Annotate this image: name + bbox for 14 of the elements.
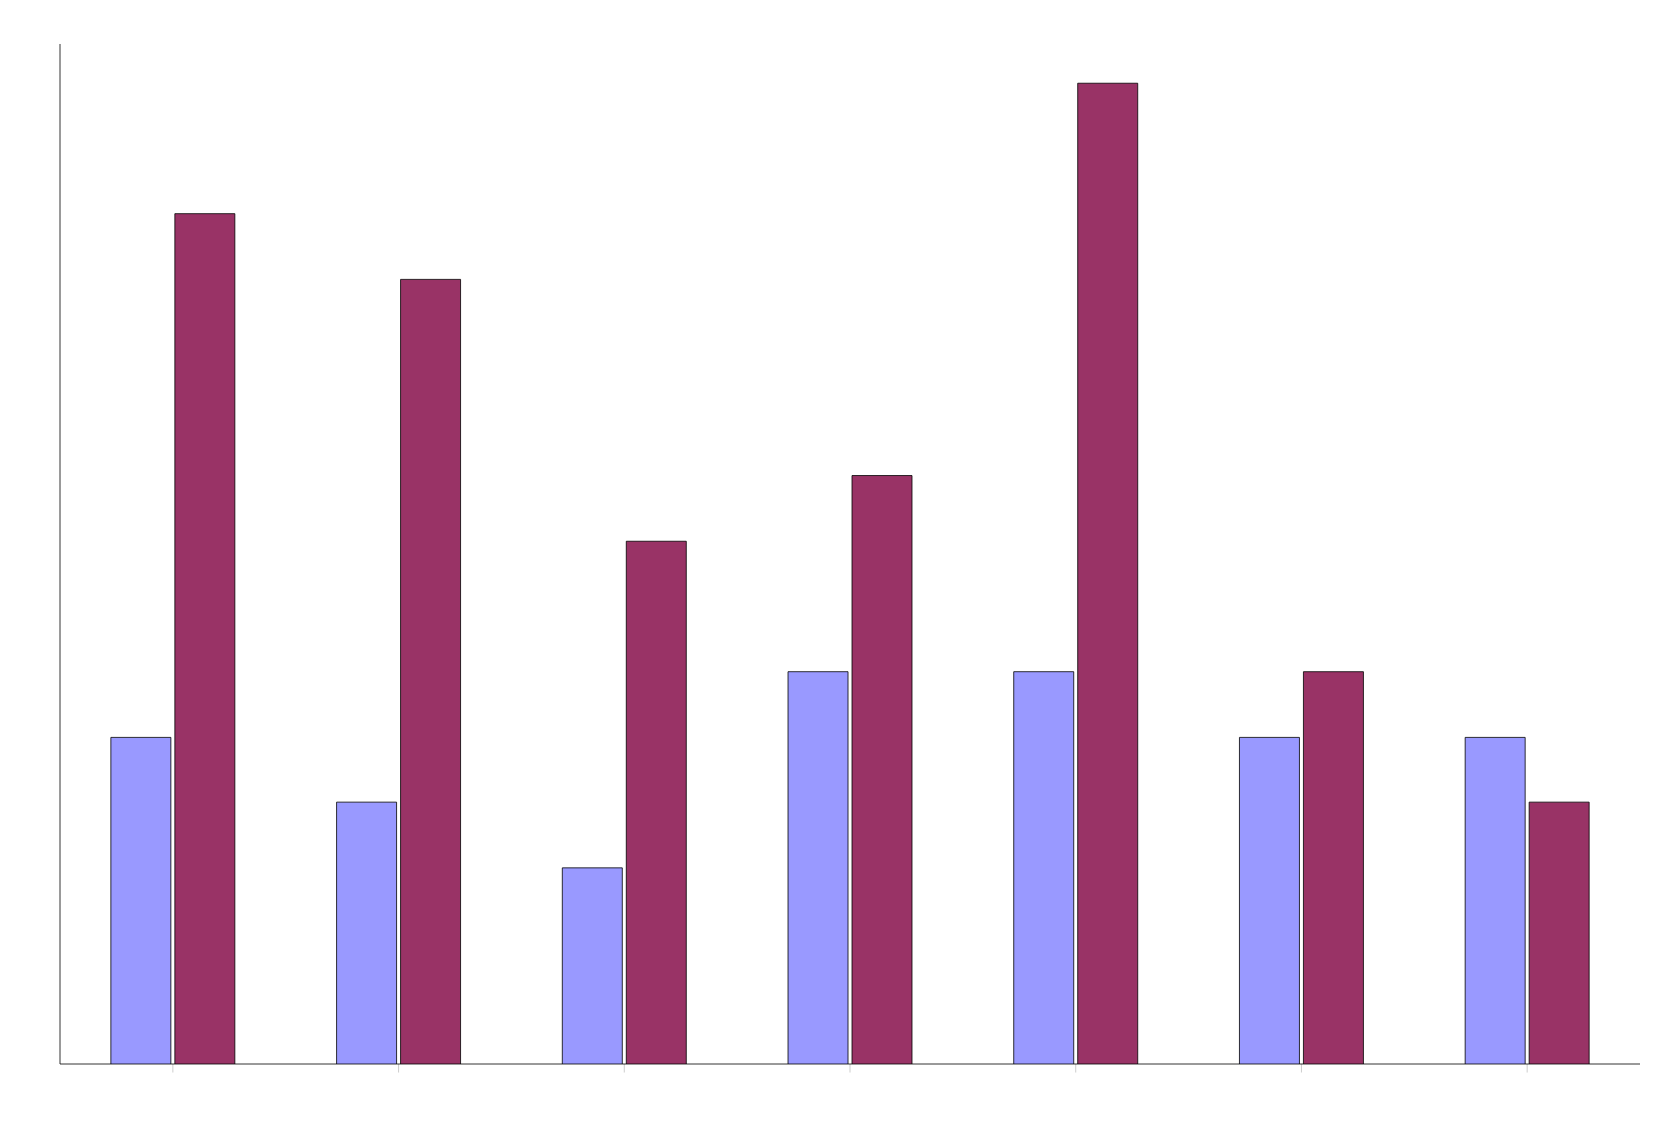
bar: [336, 801, 397, 1064]
bar: [787, 671, 849, 1064]
bar: [1239, 737, 1300, 1064]
bar: [1528, 801, 1590, 1064]
bar: [1077, 82, 1139, 1064]
bar: [1013, 671, 1075, 1064]
bar: [851, 475, 913, 1064]
bar: [400, 278, 461, 1064]
bar: [625, 540, 687, 1064]
bar: [561, 867, 623, 1064]
bar: [1464, 737, 1526, 1064]
bar: [174, 213, 236, 1064]
bar: [110, 737, 172, 1064]
bar: [1303, 671, 1364, 1064]
